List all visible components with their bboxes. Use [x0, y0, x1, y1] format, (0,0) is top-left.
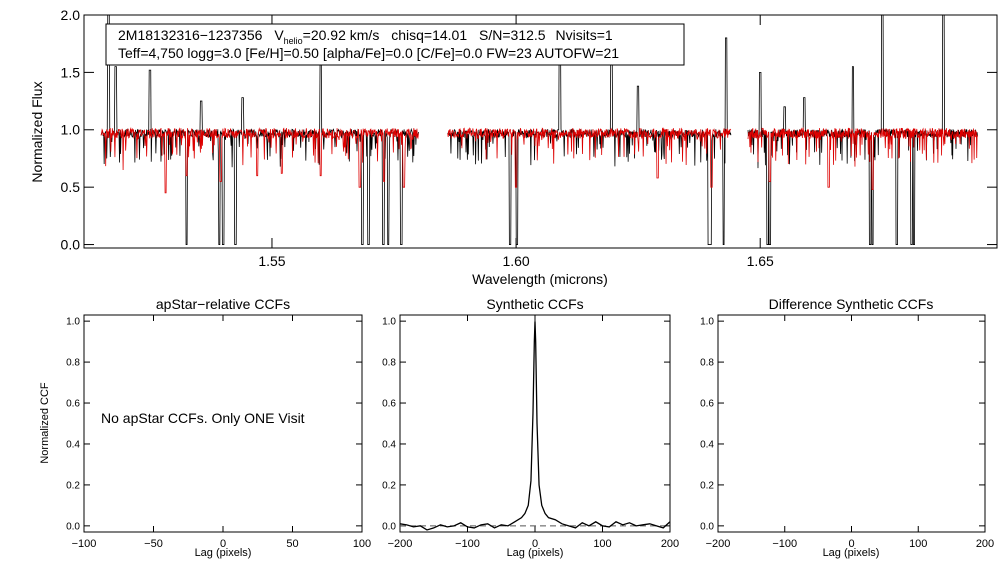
- snr-value: S/N=312.5: [479, 27, 546, 43]
- apstar-ccf-y-axis-label: Normalized CCF: [39, 382, 51, 464]
- difference-ccf-x-tick-label: −100: [772, 538, 797, 550]
- apstar-ccf-y-tick-label: 1.0: [66, 317, 80, 328]
- difference-ccf-x-tick-label: 0: [848, 538, 854, 550]
- difference-ccf-y-tick-label: 1.0: [700, 317, 714, 328]
- synthetic-ccf-x-tick-label: −100: [455, 538, 480, 550]
- spectrum-plot-frame: [83, 14, 998, 249]
- spectrum-x-tick-label: 1.60: [502, 253, 529, 269]
- synthetic-ccf-axis-ticks: −200 −100 0 100 200 0.0 0.2 0.4 0.6 0.8 1.0: [382, 315, 679, 550]
- spectrum-y-axis-label: Normalized Flux: [29, 81, 45, 182]
- spectrum-x-tick-label: 1.55: [258, 253, 285, 269]
- apstar-ccf-y-tick-label: 0.2: [66, 480, 80, 491]
- spectrum-y-tick-label: 0.5: [61, 179, 81, 195]
- apstar-ccf-y-tick-label: 0.4: [66, 439, 80, 450]
- synthetic-ccf-frame: [399, 314, 671, 533]
- spectrum-axis-ticks: 1.55 1.60 1.65 0.0 0.5 1.0 1.5 2.0: [61, 7, 997, 269]
- difference-ccf-x-tick-label: −200: [706, 538, 731, 550]
- spectrum-header-box: [105, 23, 685, 66]
- synthetic-ccf-panel: −200 −100 0 100 200 0.0 0.2 0.4 0.6 0.8 1.0 Synthe…: [382, 296, 679, 559]
- apstar-ccf-x-tick-label: −50: [144, 538, 163, 550]
- synthetic-ccf-title: Synthetic CCFs: [486, 296, 583, 312]
- vhelio-subscript: helio: [284, 36, 303, 46]
- apogee-id: 2M18132316−1237356: [118, 27, 263, 43]
- spectrum-header-line-2: Teff=4,750 logg=3.0 [Fe/H]=0.50 [alpha/F…: [118, 45, 619, 61]
- synthetic-ccf-x-tick-label: 100: [593, 538, 611, 550]
- nvisits-value: Nvisits=1: [555, 27, 612, 43]
- difference-ccf-y-tick-label: 0.6: [700, 399, 714, 410]
- synthetic-ccf-y-tick-label: 0.8: [382, 358, 396, 369]
- spectrum-x-tick-label: 1.65: [747, 253, 774, 269]
- spectrum-series-model-chip-3: [747, 127, 978, 190]
- spectrum-x-axis-label: Wavelength (microns): [472, 271, 608, 287]
- spectrum-y-tick-label: 2.0: [61, 7, 81, 23]
- difference-ccf-y-tick-label: 0.8: [700, 358, 714, 369]
- spectrum-y-tick-label: 1.0: [61, 122, 81, 138]
- synthetic-ccf-x-tick-label: 200: [661, 538, 679, 550]
- difference-ccf-x-tick-label: 200: [976, 538, 994, 550]
- apstar-ccf-y-tick-label: 0.6: [66, 399, 80, 410]
- synthetic-ccf-y-tick-label: 0.6: [382, 399, 396, 410]
- apstar-ccf-annotation: No apStar CCFs. Only ONE Visit: [101, 410, 305, 426]
- apstar-ccf-y-tick-label: 0.0: [66, 521, 80, 532]
- synthetic-ccf-x-tick-label: 0: [532, 538, 538, 550]
- spectrum-y-tick-label: 1.5: [61, 64, 81, 80]
- vhelio-symbol: V: [274, 27, 284, 43]
- apstar-ccf-x-tick-label: 100: [353, 538, 371, 550]
- chisq-value: chisq=14.01: [391, 27, 467, 43]
- apstar-ccf-x-tick-label: 50: [286, 538, 298, 550]
- synthetic-ccf-x-tick-label: −200: [388, 538, 413, 550]
- apstar-ccf-panel: −100 −50 0 50 100 0.0 0.2 0.4 0.6 0.8 1.0 apStar−r…: [39, 296, 371, 559]
- spectrum-panel: 1.55 1.60 1.65 0.0 0.5 1.0 1.5 2.0 2M18132316−1…: [29, 7, 998, 287]
- difference-ccf-y-tick-label: 0.2: [700, 480, 714, 491]
- synthetic-ccf-y-tick-label: 0.4: [382, 439, 396, 450]
- difference-ccf-x-axis-label: Lag (pixels): [823, 547, 880, 559]
- vhelio-value: =20.92 km/s: [303, 27, 380, 43]
- apstar-ccf-axis-ticks: −100 −50 0 50 100 0.0 0.2 0.4 0.6 0.8 1.0: [66, 315, 371, 550]
- synthetic-ccf-y-tick-label: 1.0: [382, 317, 396, 328]
- difference-ccf-y-tick-label: 0.0: [700, 521, 714, 532]
- spectrum-series-model-chip-2: [447, 127, 732, 188]
- difference-ccf-title: Difference Synthetic CCFs: [769, 296, 934, 312]
- spectrum-series: [100, 14, 978, 245]
- synthetic-ccf-y-tick-label: 0.2: [382, 480, 396, 491]
- spectrum-y-tick-label: 0.0: [61, 236, 81, 252]
- synthetic-ccf-series: [399, 321, 671, 531]
- apstar-ccf-x-tick-label: −100: [72, 538, 97, 550]
- difference-ccf-y-tick-label: 0.4: [700, 439, 714, 450]
- difference-ccf-axis-ticks: −200 −100 0 100 200 0.0 0.2 0.4 0.6 0.8 1.0: [700, 315, 994, 550]
- apstar-ccf-y-tick-label: 0.8: [66, 358, 80, 369]
- difference-ccf-frame: [717, 314, 986, 533]
- synthetic-ccf-line: [399, 321, 671, 531]
- spectrum-series-model-chip-1: [100, 127, 419, 194]
- apstar-ccf-x-tick-label: 0: [220, 538, 226, 550]
- difference-ccf-x-tick-label: 100: [909, 538, 927, 550]
- difference-ccf-panel: −200 −100 0 100 200 0.0 0.2 0.4 0.6 0.8 1.0 Differ…: [700, 296, 994, 559]
- apstar-ccf-title: apStar−relative CCFs: [156, 296, 290, 312]
- synthetic-ccf-x-axis-label: Lag (pixels): [507, 547, 564, 559]
- spectrum-header-line-1: 2M18132316−1237356 Vhelio=20.92 km/s chi…: [118, 27, 613, 46]
- apstar-ccf-x-axis-label: Lag (pixels): [195, 547, 252, 559]
- synthetic-ccf-y-tick-label: 0.0: [382, 521, 396, 532]
